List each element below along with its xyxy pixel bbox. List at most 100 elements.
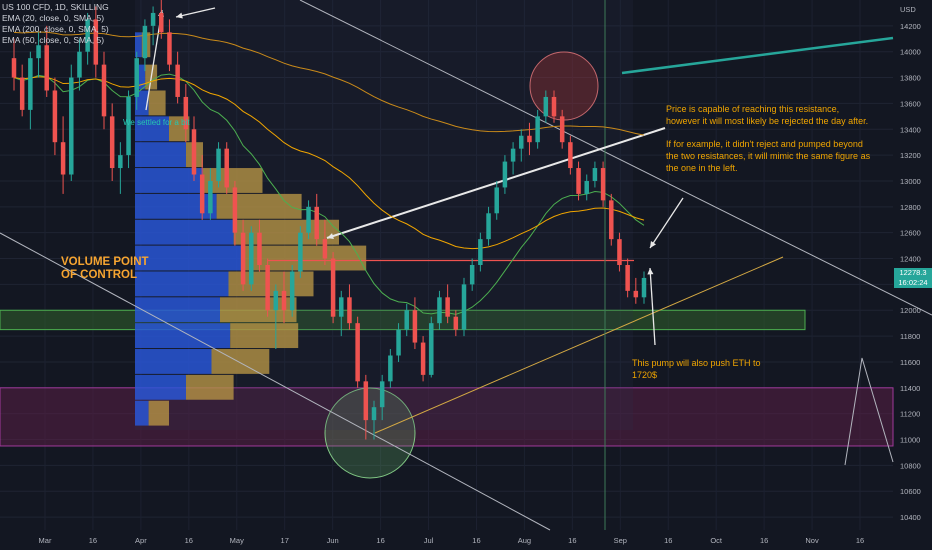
ema-20-line <box>13 73 645 315</box>
legend-symbol[interactable]: US 100 CFD, 1D, SKILLING <box>2 2 109 12</box>
candle-body <box>240 232 246 285</box>
y-tick-label: 13000 <box>900 177 921 186</box>
candle-body <box>322 239 328 259</box>
candle-body <box>551 96 557 117</box>
candle-body <box>339 297 344 317</box>
pump-arrow <box>649 267 656 346</box>
y-tick-label: 14000 <box>900 48 921 57</box>
candle-body <box>543 96 549 117</box>
candle-body <box>625 265 630 291</box>
x-tick-label: 16 <box>664 536 672 545</box>
vp-buy-bar <box>135 297 220 323</box>
candle-body <box>28 58 33 110</box>
candle-body <box>306 206 311 233</box>
candle-body <box>232 187 238 233</box>
candle-body <box>257 232 262 265</box>
candle-body <box>126 96 131 156</box>
candle-body <box>199 174 205 214</box>
candle-body <box>330 258 336 317</box>
candle-body <box>429 323 434 375</box>
candle-body <box>379 381 385 408</box>
x-tick-label: Oct <box>710 536 723 545</box>
vp-buy-bar <box>135 374 186 400</box>
candle-body <box>289 271 295 311</box>
candle-body <box>314 206 319 240</box>
vp-buy-bar <box>135 349 212 374</box>
candle-body <box>183 96 189 130</box>
vp-buy-bar <box>135 64 146 90</box>
y-tick-label: 10800 <box>900 461 921 470</box>
legend-ema-50[interactable]: EMA (50, close, 0, SMA, 5) <box>2 35 105 45</box>
candle-body <box>535 116 540 143</box>
candle-body <box>298 232 303 272</box>
legend-ema-20[interactable]: EMA (20, close, 0, SMA, 5) <box>2 13 105 23</box>
candle-body <box>592 168 598 181</box>
resistance-annotation: Price is capable of reaching this resist… <box>666 103 871 185</box>
resistance-arrow-head <box>327 233 334 239</box>
candle-body <box>44 45 49 91</box>
candle-body <box>167 32 172 65</box>
legend-ema-200[interactable]: EMA (200, close, 0, SMA, 5) <box>2 24 109 34</box>
x-tick-label: May <box>230 536 244 545</box>
vp-buy-bar <box>135 168 203 193</box>
x-tick-label: 17 <box>281 536 289 545</box>
candle-body <box>281 290 287 311</box>
teal-projection-line <box>621 36 894 75</box>
top-arrow-head <box>176 12 183 19</box>
candle-body <box>36 45 41 59</box>
ema-50-line <box>13 76 645 250</box>
y-tick-label: 12400 <box>900 255 921 264</box>
y-tick-label: 12800 <box>900 203 921 212</box>
candle-body <box>519 135 524 149</box>
candle-body <box>641 277 647 298</box>
y-tick-label: 12600 <box>900 229 921 238</box>
candle-body <box>85 19 90 52</box>
candle-body <box>175 64 180 97</box>
vp-buy-bar <box>135 142 186 168</box>
candle-body <box>396 329 401 356</box>
candle-body <box>355 323 360 382</box>
candle-body <box>388 355 393 382</box>
x-tick-label: Mar <box>39 536 52 545</box>
rejection-arrow-head <box>650 241 657 248</box>
candle-body <box>494 187 499 214</box>
candle-body <box>445 297 450 317</box>
candle-body <box>93 19 99 65</box>
y-tick-label: 11000 <box>900 436 920 445</box>
x-tick-label: 16 <box>472 536 480 545</box>
candle-body <box>486 213 491 240</box>
x-tick-label: 16 <box>856 536 864 545</box>
candle-body <box>19 77 25 110</box>
candle-body <box>224 148 229 188</box>
candle-body <box>633 290 639 298</box>
rejection-arrow <box>649 197 684 249</box>
candle-body <box>265 265 270 311</box>
trendlines <box>0 0 932 531</box>
candle-body <box>11 58 17 78</box>
candle-body <box>502 161 508 188</box>
candle-body <box>69 77 74 175</box>
candle-body <box>404 310 409 330</box>
volume-profile <box>135 0 633 430</box>
candle-body <box>216 148 221 181</box>
projection-spike <box>844 357 894 466</box>
vp-range-box <box>135 0 633 430</box>
current-price-tag: 12278.3 <box>894 268 932 278</box>
resistance-note-2: If for example, it didn't reject and pum… <box>666 139 871 173</box>
candle-body <box>249 232 254 285</box>
x-tick-label: 16 <box>376 536 384 545</box>
settled-annotation: We settled for a bit <box>123 118 190 127</box>
candle-body <box>273 290 279 311</box>
vp-buy-bar <box>135 116 169 142</box>
y-tick-label: 12000 <box>900 306 921 315</box>
countdown-tag: 16:02:24 <box>894 278 932 288</box>
currency-label: USD <box>900 5 916 14</box>
y-tick-label: 14200 <box>900 22 921 31</box>
candle-body <box>600 168 606 201</box>
vp-buy-bar <box>135 245 244 271</box>
vp-sell-bar <box>148 400 169 426</box>
vp-sell-bar <box>186 374 234 400</box>
x-tick-label: Jul <box>424 536 434 545</box>
y-tick-label: 10600 <box>900 487 921 496</box>
